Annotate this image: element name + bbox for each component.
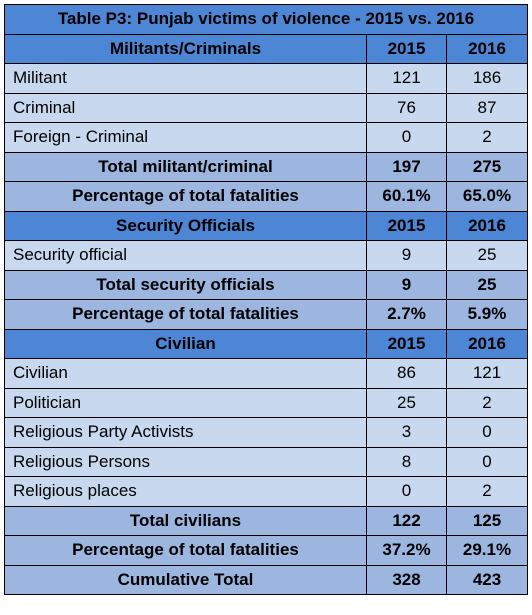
value-2016: 65.0% <box>446 181 528 212</box>
value-2015: 0 <box>366 476 447 507</box>
value-2015: 122 <box>366 505 447 536</box>
value-2016: 2 <box>446 476 528 507</box>
value-2015: 9 <box>366 269 447 300</box>
row-label: Militants/Criminals <box>4 33 367 64</box>
value-2016: 275 <box>446 151 528 182</box>
row-label: Cumulative Total <box>4 564 367 595</box>
value-2015: 3 <box>366 417 447 448</box>
row-label: Foreign - Criminal <box>4 122 367 153</box>
total-row: Total civilians 122 125 <box>4 505 528 536</box>
value-2015: 25 <box>366 387 447 418</box>
row-label: Religious places <box>4 476 367 507</box>
table-title-row: Table P3: Punjab victims of violence - 2… <box>4 4 528 35</box>
value-2015: 197 <box>366 151 447 182</box>
value-2016: 2016 <box>446 328 528 359</box>
total-row: Percentage of total fatalities 60.1% 65.0% <box>4 181 528 212</box>
value-2016: 2016 <box>446 210 528 241</box>
table-row: Religious Persons 8 0 <box>4 446 528 477</box>
table-row: Civilian 86 121 <box>4 358 528 389</box>
table-row: Politician 25 2 <box>4 387 528 418</box>
total-row: Percentage of total fatalities 37.2% 29.1% <box>4 535 528 566</box>
value-2015: 2015 <box>366 328 447 359</box>
row-label: Percentage of total fatalities <box>4 535 367 566</box>
row-label: Security official <box>4 240 367 271</box>
value-2015: 76 <box>366 92 447 123</box>
row-label: Percentage of total fatalities <box>4 181 367 212</box>
value-2015: 60.1% <box>366 181 447 212</box>
value-2016: 2 <box>446 122 528 153</box>
row-label: Militant <box>4 63 367 94</box>
row-label: Civilian <box>4 358 367 389</box>
section-header-row: Militants/Criminals 2015 2016 <box>4 33 528 64</box>
value-2016: 25 <box>446 240 528 271</box>
value-2016: 423 <box>446 564 528 595</box>
total-row: Percentage of total fatalities 2.7% 5.9% <box>4 299 528 330</box>
section-header-row: Civilian 2015 2016 <box>4 328 528 359</box>
row-label: Security Officials <box>4 210 367 241</box>
value-2015: 86 <box>366 358 447 389</box>
row-label: Religious Party Activists <box>4 417 367 448</box>
row-label: Total security officials <box>4 269 367 300</box>
value-2016: 125 <box>446 505 528 536</box>
table-row: Criminal 76 87 <box>4 92 528 123</box>
row-label: Total militant/criminal <box>4 151 367 182</box>
value-2016: 29.1% <box>446 535 528 566</box>
value-2016: 2 <box>446 387 528 418</box>
value-2016: 5.9% <box>446 299 528 330</box>
row-label: Total civilians <box>4 505 367 536</box>
value-2015: 2015 <box>366 210 447 241</box>
value-2015: 0 <box>366 122 447 153</box>
row-label: Percentage of total fatalities <box>4 299 367 330</box>
value-2016: 87 <box>446 92 528 123</box>
value-2016: 25 <box>446 269 528 300</box>
value-2016: 0 <box>446 446 528 477</box>
value-2015: 2015 <box>366 33 447 64</box>
value-2015: 37.2% <box>366 535 447 566</box>
value-2015: 121 <box>366 63 447 94</box>
table-row: Religious places 0 2 <box>4 476 528 507</box>
table-row: Security official 9 25 <box>4 240 528 271</box>
value-2016: 0 <box>446 417 528 448</box>
table-row: Foreign - Criminal 0 2 <box>4 122 528 153</box>
row-label: Religious Persons <box>4 446 367 477</box>
row-label: Criminal <box>4 92 367 123</box>
value-2015: 2.7% <box>366 299 447 330</box>
section-header-row: Security Officials 2015 2016 <box>4 210 528 241</box>
value-2015: 9 <box>366 240 447 271</box>
row-label: Civilian <box>4 328 367 359</box>
value-2015: 8 <box>366 446 447 477</box>
table-container: Table P3: Punjab victims of violence - 2… <box>4 4 528 595</box>
table-row: Religious Party Activists 3 0 <box>4 417 528 448</box>
value-2016: 121 <box>446 358 528 389</box>
row-label: Politician <box>4 387 367 418</box>
total-row: Total militant/criminal 197 275 <box>4 151 528 182</box>
table-row: Militant 121 186 <box>4 63 528 94</box>
total-row: Total security officials 9 25 <box>4 269 528 300</box>
value-2015: 328 <box>366 564 447 595</box>
victims-table: Table P3: Punjab victims of violence - 2… <box>4 4 528 595</box>
table-title: Table P3: Punjab victims of violence - 2… <box>4 4 528 35</box>
value-2016: 2016 <box>446 33 528 64</box>
value-2016: 186 <box>446 63 528 94</box>
total-row: Cumulative Total 328 423 <box>4 564 528 595</box>
